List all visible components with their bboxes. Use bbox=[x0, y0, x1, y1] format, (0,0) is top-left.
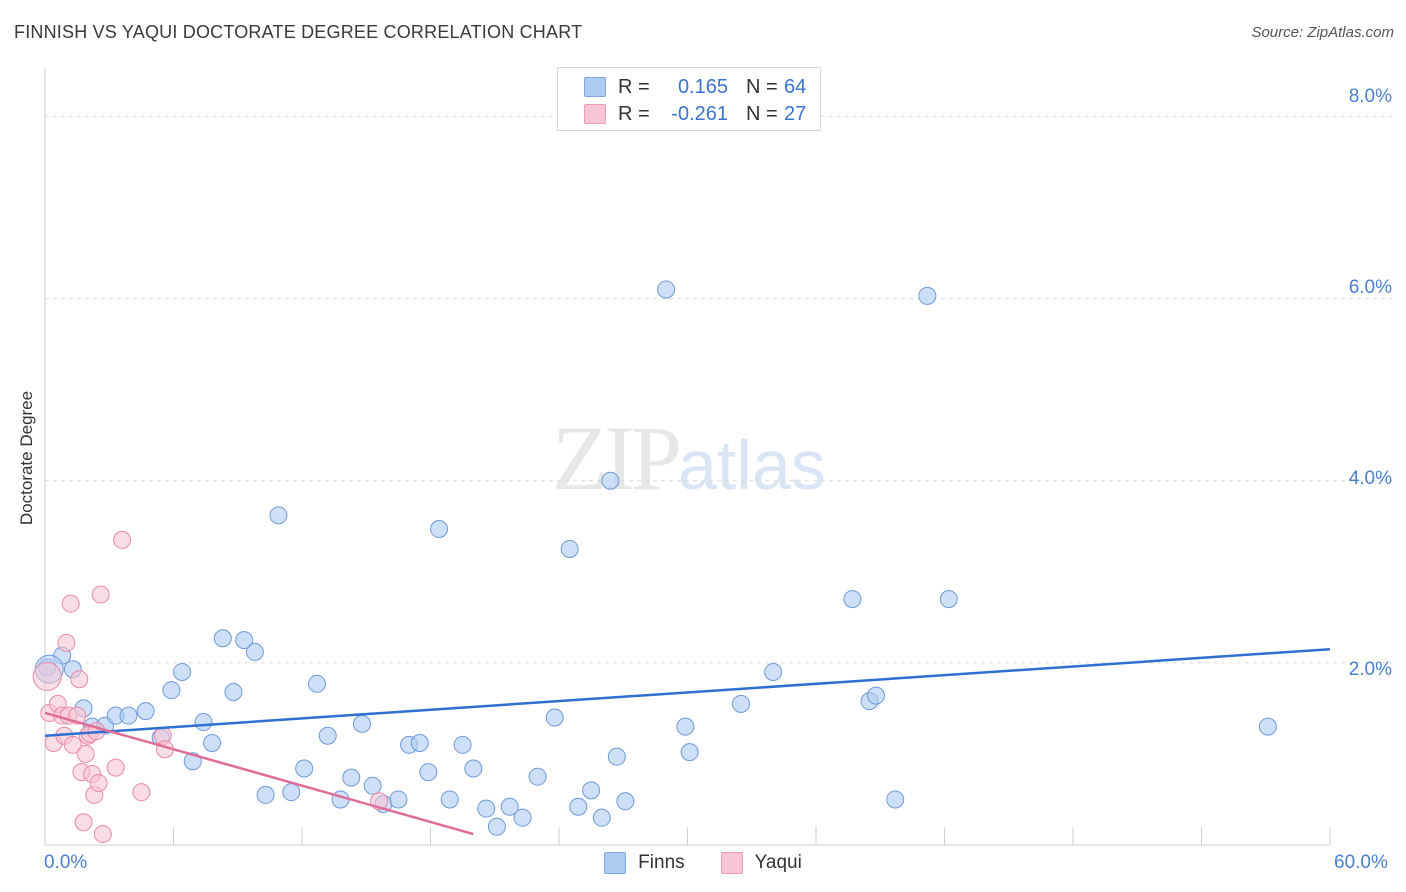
finns-point bbox=[119, 706, 138, 725]
finns-point bbox=[389, 790, 408, 809]
finns-point bbox=[592, 808, 611, 827]
legend-n-label: N = bbox=[746, 102, 778, 125]
finns-point bbox=[430, 519, 449, 538]
watermark-atlas: atlas bbox=[678, 426, 826, 504]
finns-point bbox=[764, 662, 783, 681]
finns-point bbox=[203, 734, 222, 752]
finns-point bbox=[1258, 717, 1277, 736]
finns-point bbox=[224, 683, 243, 701]
legend: R = 0.165 N = 64 R = -0.261 N = 27 bbox=[557, 67, 821, 131]
finns-point bbox=[419, 763, 438, 782]
legend-swatch-finns bbox=[584, 77, 606, 97]
finns-point bbox=[318, 726, 337, 745]
yaqui-point bbox=[113, 530, 132, 549]
x-tick-label: 0.0% bbox=[44, 852, 88, 873]
watermark-zip: ZIP bbox=[552, 407, 682, 509]
legend-r-label: R = bbox=[618, 102, 650, 125]
finns-point bbox=[616, 792, 635, 811]
yaqui-point bbox=[132, 783, 151, 802]
finns-point bbox=[282, 783, 301, 802]
legend-row-yaqui: R = -0.261 N = 27 bbox=[584, 102, 806, 126]
finns-point bbox=[843, 590, 862, 609]
finns-point bbox=[363, 776, 382, 795]
finns-point bbox=[657, 280, 676, 299]
finns-point bbox=[569, 797, 588, 816]
finns-point bbox=[601, 471, 620, 490]
yaqui-point bbox=[76, 744, 95, 763]
finns-trend-line bbox=[44, 647, 1331, 737]
legend-n-label: N = bbox=[746, 75, 778, 98]
yaqui-point bbox=[32, 662, 62, 692]
legend-r-value: 0.165 bbox=[677, 75, 728, 98]
bottom-legend: Finns Yaqui bbox=[0, 852, 1406, 874]
finns-point bbox=[269, 506, 288, 525]
yaqui-point bbox=[70, 670, 89, 689]
finns-point bbox=[464, 759, 483, 778]
finns-point bbox=[256, 785, 275, 804]
finns-point bbox=[528, 767, 547, 786]
y-tick-label: 2.0% bbox=[1348, 659, 1392, 680]
finns-point bbox=[173, 662, 192, 681]
yaqui-label: Yaqui bbox=[754, 852, 802, 873]
finns-point bbox=[680, 743, 699, 762]
finns-point bbox=[245, 642, 264, 661]
finns-point bbox=[886, 790, 905, 809]
finns-point bbox=[866, 686, 885, 705]
finns-point bbox=[560, 540, 579, 559]
finns-point bbox=[487, 817, 506, 836]
finns-label: Finns bbox=[638, 852, 685, 873]
finns-point bbox=[194, 713, 213, 732]
finns-point bbox=[676, 717, 695, 736]
yaqui-point bbox=[57, 633, 76, 652]
finns-point bbox=[939, 590, 958, 609]
finns-point bbox=[545, 708, 564, 727]
yaqui-point bbox=[74, 813, 93, 832]
y-tick-label: 8.0% bbox=[1348, 86, 1392, 107]
finns-point bbox=[352, 714, 371, 733]
source-label: Source: ZipAtlas.com bbox=[1251, 24, 1394, 41]
yaqui-point bbox=[61, 594, 80, 613]
x-tick-label: 60.0% bbox=[1334, 852, 1388, 873]
legend-swatch-yaqui bbox=[584, 104, 606, 124]
yaqui-point bbox=[106, 758, 125, 777]
legend-r-label: R = bbox=[618, 75, 650, 98]
finns-point bbox=[213, 629, 232, 648]
finns-point bbox=[582, 781, 601, 800]
finns-point bbox=[162, 681, 181, 700]
yaqui-point bbox=[89, 774, 108, 793]
legend-n-value: 64 bbox=[784, 75, 807, 98]
finns-point bbox=[235, 631, 254, 650]
bottom-legend-finns: Finns bbox=[604, 852, 685, 874]
legend-row-finns: R = 0.165 N = 64 bbox=[584, 75, 806, 99]
yaqui-point bbox=[63, 735, 82, 754]
y-tick-label: 4.0% bbox=[1348, 468, 1392, 489]
finns-point bbox=[440, 790, 459, 809]
finns-point bbox=[295, 759, 314, 778]
finns-point bbox=[307, 674, 326, 693]
finns-point bbox=[342, 768, 361, 787]
y-tick-label: 6.0% bbox=[1348, 277, 1392, 298]
yaqui-trend-line bbox=[44, 711, 474, 836]
finns-point bbox=[500, 797, 519, 816]
finns-point bbox=[477, 799, 496, 818]
finns-swatch bbox=[604, 852, 627, 874]
finns-point bbox=[607, 747, 626, 766]
yaqui-point bbox=[93, 825, 112, 844]
finns-point bbox=[410, 734, 429, 752]
yaqui-swatch bbox=[720, 852, 743, 874]
watermark: ZIPatlas bbox=[552, 405, 826, 511]
finns-point bbox=[513, 808, 532, 827]
finns-point bbox=[453, 735, 472, 754]
legend-r-value: -0.261 bbox=[671, 102, 728, 125]
bottom-legend-yaqui: Yaqui bbox=[720, 852, 802, 874]
finns-point bbox=[732, 694, 751, 713]
finns-point bbox=[918, 286, 937, 305]
yaqui-point bbox=[91, 585, 110, 604]
chart-title: FINNISH VS YAQUI DOCTORATE DEGREE CORREL… bbox=[14, 22, 583, 42]
legend-n-value: 27 bbox=[784, 102, 807, 125]
finns-point bbox=[136, 702, 155, 721]
